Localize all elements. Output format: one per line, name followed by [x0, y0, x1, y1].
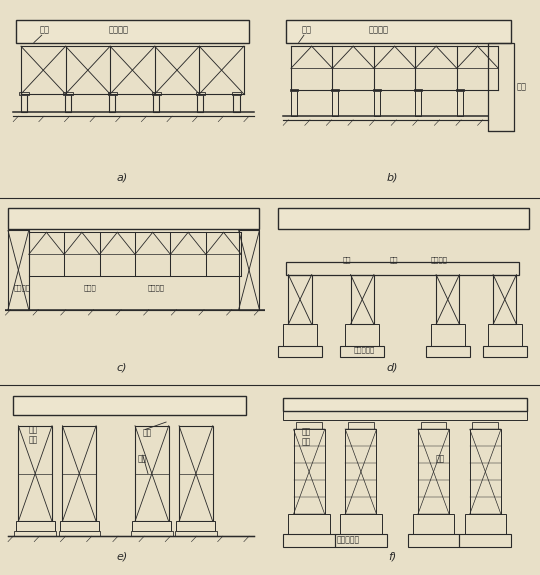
Bar: [135, 426, 168, 522]
Bar: [65, 94, 71, 113]
Bar: [288, 514, 330, 534]
Text: 托架: 托架: [143, 428, 152, 438]
Bar: [374, 90, 380, 116]
Bar: [346, 324, 379, 346]
Bar: [414, 89, 422, 91]
Bar: [197, 94, 204, 113]
Text: b): b): [386, 172, 398, 182]
Bar: [283, 534, 335, 547]
Bar: [175, 531, 217, 536]
Text: 承重梁: 承重梁: [83, 284, 96, 291]
Bar: [436, 275, 460, 324]
Bar: [179, 426, 213, 522]
Bar: [483, 346, 527, 358]
Bar: [60, 522, 99, 531]
Text: 卸落设备: 卸落设备: [109, 25, 129, 34]
Bar: [278, 346, 322, 358]
Bar: [233, 94, 240, 113]
Bar: [195, 91, 205, 95]
Bar: [288, 275, 312, 324]
Text: 纵梁: 纵梁: [39, 25, 49, 34]
Bar: [460, 534, 511, 547]
Bar: [346, 430, 376, 514]
Text: 混凝土基础: 混凝土基础: [336, 535, 360, 545]
Bar: [413, 514, 454, 534]
Text: f): f): [388, 552, 396, 562]
Bar: [472, 422, 498, 430]
Bar: [464, 514, 506, 534]
Bar: [132, 522, 171, 531]
Bar: [291, 90, 296, 116]
Bar: [16, 522, 55, 531]
Bar: [16, 21, 249, 43]
Bar: [19, 91, 29, 95]
Bar: [332, 89, 339, 91]
Bar: [408, 534, 460, 547]
Bar: [431, 324, 464, 346]
Text: 卸落设备: 卸落设备: [431, 256, 448, 263]
Bar: [421, 422, 447, 430]
Bar: [109, 94, 116, 113]
Bar: [283, 324, 317, 346]
Bar: [333, 90, 338, 116]
Text: c): c): [117, 362, 127, 372]
Text: 卸落
设备: 卸落 设备: [29, 426, 38, 444]
Bar: [488, 324, 522, 346]
Text: 混凝土基础: 混凝土基础: [353, 347, 374, 354]
Bar: [283, 398, 527, 411]
Bar: [15, 531, 56, 536]
Bar: [296, 422, 322, 430]
Text: 卸落
设备: 卸落 设备: [301, 427, 310, 446]
Text: 纵梁: 纵梁: [301, 25, 312, 34]
Bar: [21, 94, 27, 113]
Bar: [426, 346, 470, 358]
Bar: [493, 275, 516, 324]
Bar: [418, 430, 449, 514]
Bar: [340, 514, 382, 534]
Bar: [340, 346, 384, 358]
Bar: [153, 94, 159, 113]
Text: d): d): [386, 362, 398, 372]
Bar: [456, 89, 463, 91]
Text: 卸落设备: 卸落设备: [369, 25, 389, 34]
Text: 卸落设备: 卸落设备: [148, 284, 165, 291]
Bar: [290, 89, 298, 91]
Bar: [350, 275, 374, 324]
Text: 卸落设备: 卸落设备: [13, 284, 30, 291]
Bar: [18, 426, 52, 522]
Bar: [8, 208, 259, 229]
Bar: [152, 91, 161, 95]
Bar: [488, 43, 514, 131]
Bar: [278, 208, 529, 229]
Text: 钢梁: 钢梁: [389, 256, 398, 263]
Bar: [286, 21, 511, 43]
Text: 立柱: 立柱: [343, 256, 352, 263]
Bar: [415, 90, 421, 116]
Bar: [373, 89, 381, 91]
Bar: [470, 430, 501, 514]
Text: 支架: 支架: [516, 82, 526, 91]
Bar: [58, 531, 100, 536]
Bar: [13, 396, 246, 415]
Bar: [177, 522, 215, 531]
Bar: [232, 91, 241, 95]
Bar: [294, 430, 325, 514]
Bar: [335, 534, 387, 547]
Bar: [8, 231, 29, 309]
Bar: [63, 426, 96, 522]
Bar: [286, 262, 519, 275]
Text: 排架: 排架: [138, 454, 147, 463]
Text: e): e): [117, 552, 127, 562]
Bar: [283, 411, 527, 420]
Bar: [107, 91, 117, 95]
Text: a): a): [117, 172, 127, 182]
Bar: [131, 531, 173, 536]
Bar: [348, 422, 374, 430]
Bar: [239, 231, 259, 309]
Bar: [64, 91, 73, 95]
Bar: [457, 90, 463, 116]
Text: 立柱: 立柱: [436, 454, 446, 463]
